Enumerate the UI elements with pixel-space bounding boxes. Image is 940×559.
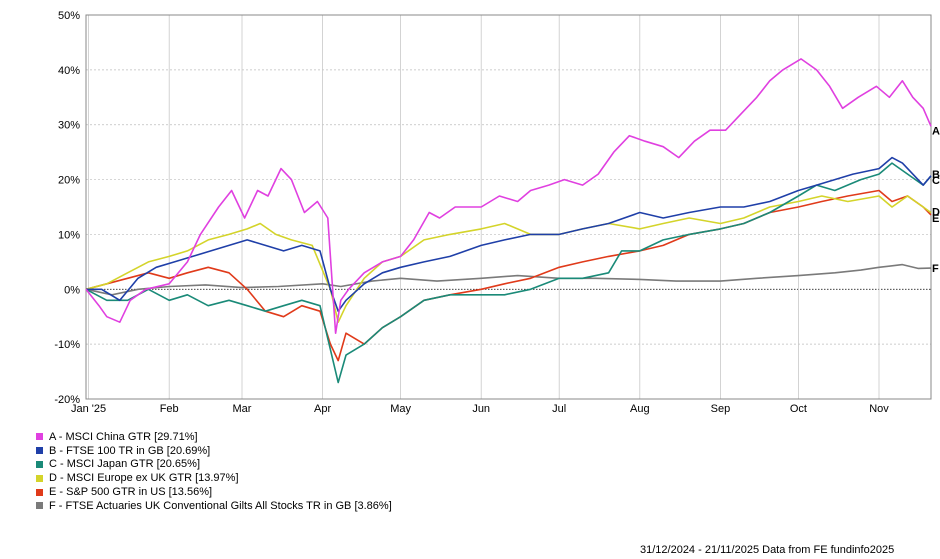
legend-item: C - MSCI Japan GTR [20.65%] [36,458,392,472]
legend-swatch [36,433,43,441]
x-tick-label: Aug [630,403,650,415]
series-line-a [85,58,932,334]
legend-swatch [36,474,43,482]
legend-label: B - FTSE 100 TR in GB [20.69%] [49,444,211,457]
x-tick-label: Feb [160,403,179,415]
data-source-footer: 31/12/2024 - 21/11/2025 Data from FE fun… [640,544,895,556]
y-tick-label: 0% [64,284,80,296]
y-tick-label: 30% [58,120,80,132]
y-tick-label: 50% [58,10,80,22]
legend: A - MSCI China GTR [29.71%] B - FTSE 100 … [36,430,392,513]
legend-item: F - FTSE Actuaries UK Conventional Gilts… [36,499,392,513]
series-end-label-d: D [932,207,940,219]
legend-swatch [36,502,43,510]
legend-swatch [36,488,43,496]
x-tick-label: Jul [552,403,566,415]
x-tick-label: Apr [314,403,331,415]
y-tick-label: 10% [58,229,80,241]
legend-swatch [36,447,43,455]
series-line-b [86,156,932,312]
performance-line-chart: 50% 40% 30% 20% 10% 0% -10% -20% Jan '25 Feb Mar A… [54,10,940,415]
x-tick-label: Oct [790,403,807,415]
y-axis-tick-labels: 50% 40% 30% 20% 10% 0% -10% -20% [54,10,80,406]
x-tick-label: Sep [711,403,731,415]
legend-label: E - S&P 500 GTR in US [13.56%] [49,486,213,499]
legend-label: C - MSCI Japan GTR [20.65%] [49,458,200,471]
series-line-d [85,195,932,323]
series-lines [85,58,932,384]
legend-item: E - S&P 500 GTR in US [13.56%] [36,485,392,499]
x-tick-label: Jan '25 [71,403,106,415]
x-tick-label: Jun [472,403,490,415]
series-end-labels: A BC DE F [932,125,940,275]
series-end-label-f: F [932,263,939,275]
x-axis-tick-labels: Jan '25 Feb Mar Apr May Jun Jul Aug Sep Oct Nov [71,403,889,415]
legend-label: A - MSCI China GTR [29.71%] [49,430,198,443]
grid-lines [86,14,931,400]
x-tick-label: Nov [869,403,889,415]
series-end-label-e: E [932,213,939,225]
y-tick-label: 40% [58,65,80,77]
x-tick-label: Mar [233,403,252,415]
legend-swatch [36,460,43,468]
plot-frame [85,14,932,400]
x-tick-label: May [390,403,411,415]
legend-item: D - MSCI Europe ex UK GTR [13.97%] [36,471,392,485]
legend-item: A - MSCI China GTR [29.71%] [36,430,392,444]
series-end-label-b: B [932,169,940,181]
series-end-label-c: C [932,175,940,187]
y-tick-label: 20% [58,175,80,187]
series-line-c [85,162,932,384]
legend-label: F - FTSE Actuaries UK Conventional Gilts… [49,499,392,512]
legend-item: B - FTSE 100 TR in GB [20.69%] [36,444,392,458]
y-tick-label: -20% [54,394,80,406]
y-tick-label: -10% [54,339,80,351]
series-line-f [85,263,932,296]
legend-label: D - MSCI Europe ex UK GTR [13.97%] [49,472,239,485]
series-end-label-a: A [932,125,940,137]
